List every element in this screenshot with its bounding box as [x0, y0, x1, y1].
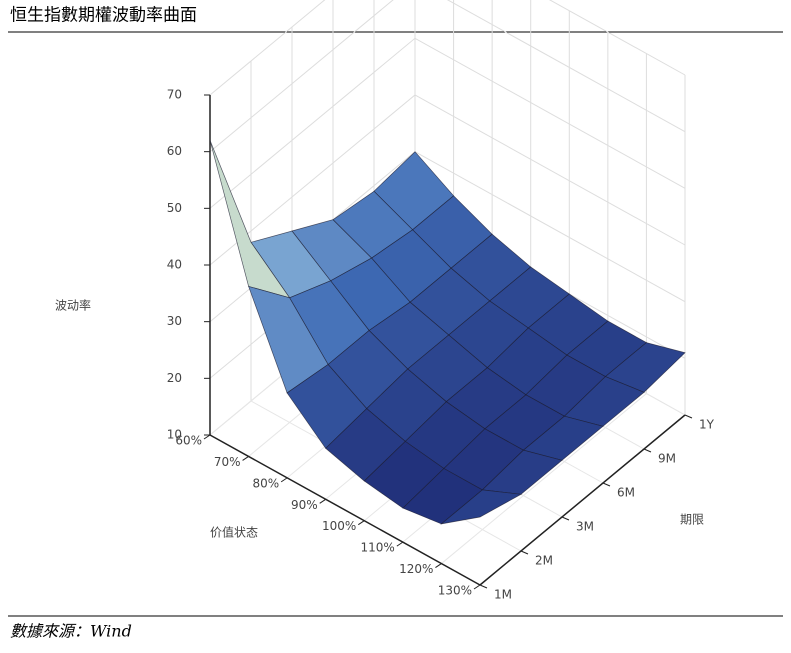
z-tick-label: 30: [167, 314, 182, 328]
z-tick-label: 60: [167, 144, 182, 158]
x-tick: [203, 434, 211, 440]
x-tick-label: 100%: [322, 519, 356, 533]
x-tick: [396, 541, 404, 547]
z-tick-label: 70: [167, 88, 182, 102]
axis-line: [479, 414, 686, 586]
axis-line: [209, 434, 481, 586]
y-tick-label: 1M: [494, 588, 512, 602]
y-tick-label: 1Y: [699, 418, 715, 432]
x-tick-label: 70%: [214, 455, 241, 469]
grid-line: [209, 0, 686, 153]
y-tick: [479, 584, 488, 589]
x-tick-label: 90%: [291, 498, 318, 512]
x-tick: [280, 477, 288, 483]
x-tick: [319, 498, 326, 504]
x-axis-label: 价值状态: [210, 525, 258, 540]
z-tick-label: 50: [167, 201, 182, 215]
page-title: 恒生指數期權波動率曲面: [10, 6, 197, 26]
z-tick-label: 40: [167, 258, 182, 272]
y-tick: [684, 414, 693, 419]
x-tick-label: 110%: [361, 541, 395, 555]
x-tick: [435, 563, 442, 568]
grid-line: [441, 393, 647, 564]
x-tick: [242, 456, 249, 461]
x-tick: [473, 584, 481, 590]
surface-patch: [440, 489, 523, 525]
y-tick-label: 6M: [617, 486, 635, 500]
z-axis-label: 波动率: [55, 298, 91, 313]
y-tick: [602, 482, 611, 487]
y-tick-label: 9M: [658, 452, 676, 466]
z-tick-label: 20: [167, 371, 182, 385]
x-tick-label: 80%: [252, 476, 279, 490]
z-tick-label: 10: [167, 428, 182, 442]
grid-line: [209, 37, 686, 209]
y-tick-label: 3M: [576, 520, 594, 534]
grid-line: [209, 0, 686, 96]
x-tick-label: 120%: [399, 562, 433, 576]
y-tick: [561, 516, 570, 521]
y-tick: [520, 550, 529, 555]
y-axis-label: 期限: [680, 513, 704, 527]
x-tick-label: 60%: [175, 434, 202, 448]
x-tick-label: 130%: [438, 584, 472, 598]
source: 數據來源：Wind: [10, 622, 132, 641]
y-tick-label: 2M: [535, 554, 553, 568]
x-tick: [358, 520, 365, 526]
y-tick: [643, 448, 652, 453]
